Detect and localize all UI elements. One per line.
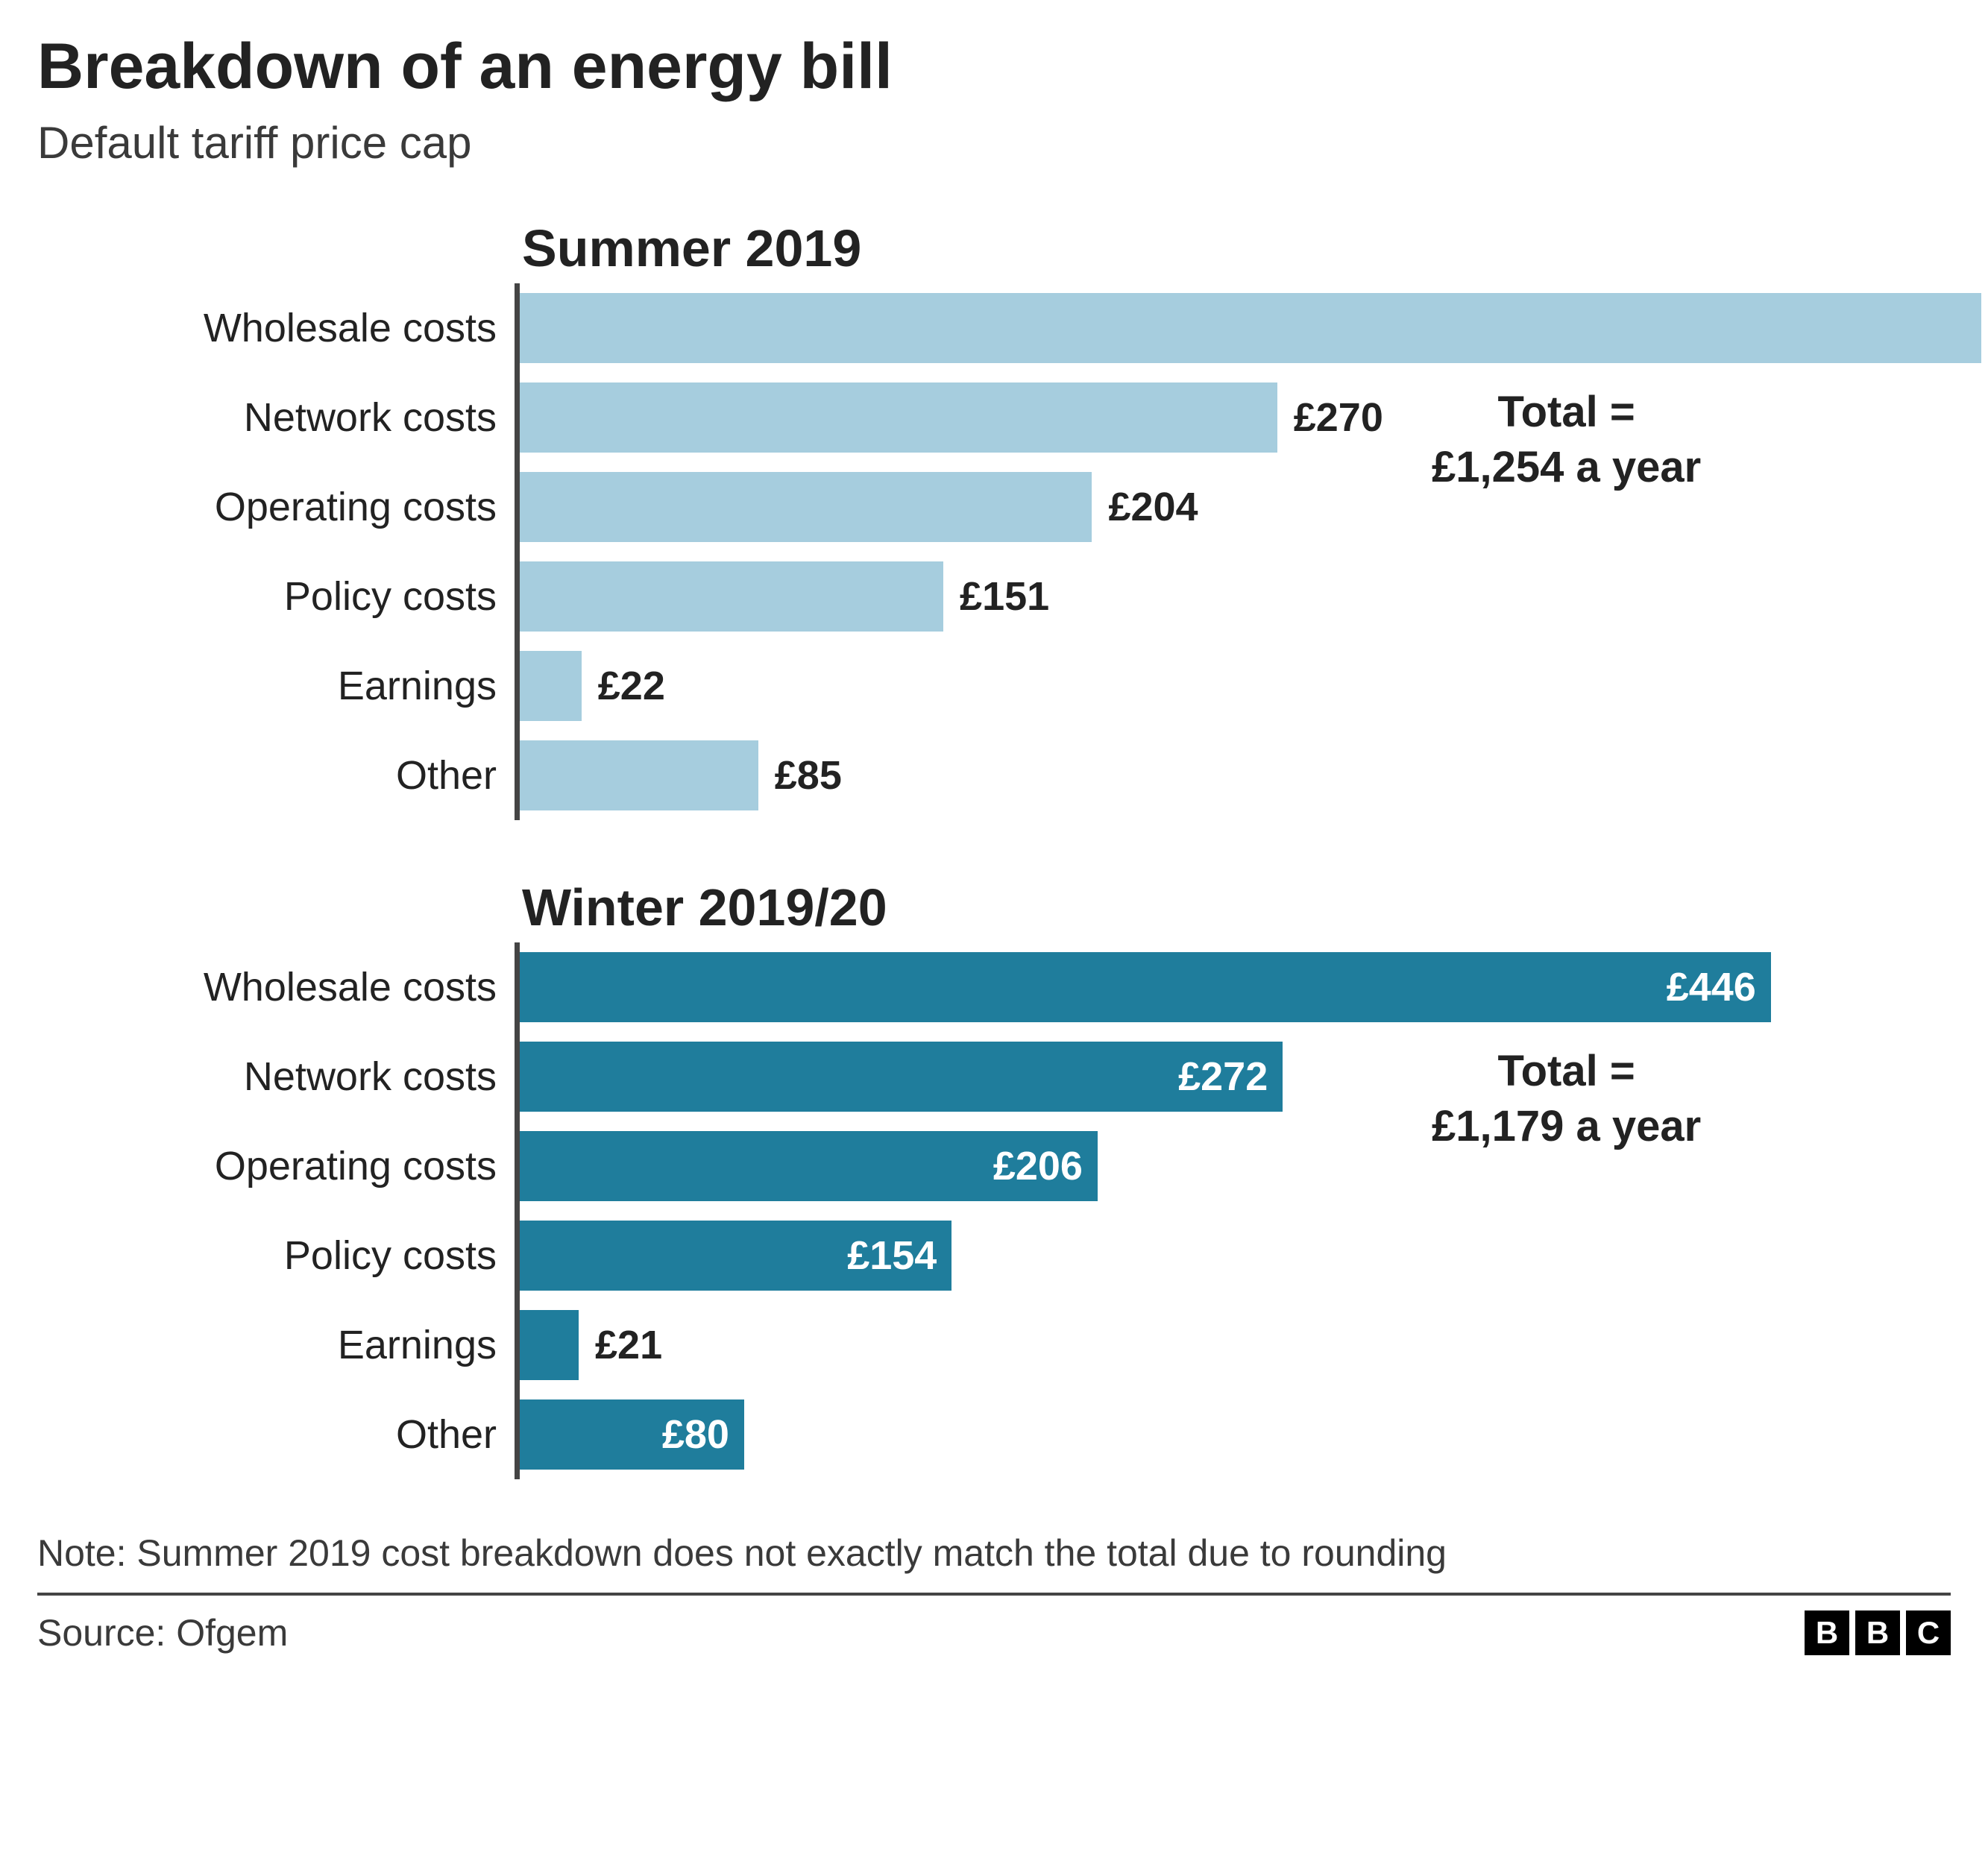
charts-container: Wholesale costsNetwork costsOperating co… bbox=[37, 213, 1951, 1479]
chart-title: Breakdown of an energy bill bbox=[37, 30, 1951, 104]
chart-period-0: Wholesale costsNetwork costsOperating co… bbox=[37, 213, 1951, 820]
bars-wrap: £521 £270 £204 £151 £22 £85 bbox=[515, 283, 1988, 820]
source-text: Source: Ofgem bbox=[37, 1611, 288, 1654]
bar-row: £85 bbox=[520, 731, 1988, 820]
total-annotation: Total =£1,179 a year bbox=[1432, 1044, 1701, 1154]
category-label: Operating costs bbox=[37, 1121, 515, 1211]
category-label: Policy costs bbox=[37, 1211, 515, 1300]
bar bbox=[520, 740, 758, 810]
bar-value: £21 bbox=[579, 1322, 662, 1368]
bar bbox=[520, 472, 1092, 542]
category-label: Wholesale costs bbox=[37, 942, 515, 1032]
total-annotation: Total =£1,254 a year bbox=[1432, 385, 1701, 495]
footer: Source: Ofgem BBC bbox=[37, 1610, 1951, 1655]
bar bbox=[520, 651, 582, 721]
category-label: Earnings bbox=[37, 1300, 515, 1390]
bar-row: £154 bbox=[520, 1211, 1951, 1300]
period-heading: Winter 2019/20 bbox=[515, 872, 1951, 942]
bar-value: £154 bbox=[847, 1232, 937, 1279]
chart-subtitle: Default tariff price cap bbox=[37, 117, 1951, 169]
bbc-logo: BBC bbox=[1805, 1610, 1951, 1655]
bars-column: Winter 2019/20 £446 £272 £206 £154 £21£80 Tota… bbox=[515, 872, 1951, 1479]
logo-letter: B bbox=[1805, 1610, 1849, 1655]
bar-value: £446 bbox=[1667, 964, 1756, 1010]
category-label: Earnings bbox=[37, 641, 515, 731]
bar bbox=[520, 561, 943, 632]
category-label: Network costs bbox=[37, 1032, 515, 1121]
bar-row: £80 bbox=[520, 1390, 1951, 1479]
bar-row: £21 bbox=[520, 1300, 1951, 1390]
bar-row: £22 bbox=[520, 641, 1988, 731]
bar-value: £204 bbox=[1092, 484, 1198, 530]
logo-letter: B bbox=[1855, 1610, 1900, 1655]
labels-column: Wholesale costsNetwork costsOperating co… bbox=[37, 872, 515, 1479]
bars-wrap: £446 £272 £206 £154 £21£80 bbox=[515, 942, 1951, 1479]
bar-row: £270 bbox=[520, 373, 1988, 462]
bar-row: £521 bbox=[520, 283, 1988, 373]
bar-value: £151 bbox=[943, 573, 1049, 620]
bar bbox=[520, 293, 1981, 363]
bar bbox=[520, 1042, 1283, 1112]
bar-row: £204 bbox=[520, 462, 1988, 552]
bar-value: £521 bbox=[1981, 305, 1988, 351]
bar-value: £85 bbox=[758, 752, 842, 799]
category-label: Wholesale costs bbox=[37, 283, 515, 373]
bar bbox=[520, 1310, 579, 1380]
bar-value: £270 bbox=[1277, 394, 1383, 441]
bar-value: £80 bbox=[662, 1411, 729, 1458]
bar-row: £206 bbox=[520, 1121, 1951, 1211]
logo-letter: C bbox=[1906, 1610, 1951, 1655]
category-label: Policy costs bbox=[37, 552, 515, 641]
category-label: Other bbox=[37, 731, 515, 820]
bar-value: £22 bbox=[582, 663, 665, 709]
bar-row: £272 bbox=[520, 1032, 1951, 1121]
bar bbox=[520, 952, 1771, 1022]
chart-period-1: Wholesale costsNetwork costsOperating co… bbox=[37, 872, 1951, 1479]
category-label: Network costs bbox=[37, 373, 515, 462]
bar-row: £151 bbox=[520, 552, 1988, 641]
category-label: Operating costs bbox=[37, 462, 515, 552]
chart-note: Note: Summer 2019 cost breakdown does no… bbox=[37, 1531, 1951, 1596]
bar-value: £272 bbox=[1178, 1054, 1268, 1100]
bar bbox=[520, 382, 1277, 453]
period-heading: Summer 2019 bbox=[515, 213, 1988, 283]
category-label: Other bbox=[37, 1390, 515, 1479]
labels-column: Wholesale costsNetwork costsOperating co… bbox=[37, 213, 515, 820]
bars-column: Summer 2019 £521 £270 £204 £151 £22 £85 Total =… bbox=[515, 213, 1988, 820]
bar-row: £446 bbox=[520, 942, 1951, 1032]
bar-value: £206 bbox=[993, 1143, 1083, 1189]
